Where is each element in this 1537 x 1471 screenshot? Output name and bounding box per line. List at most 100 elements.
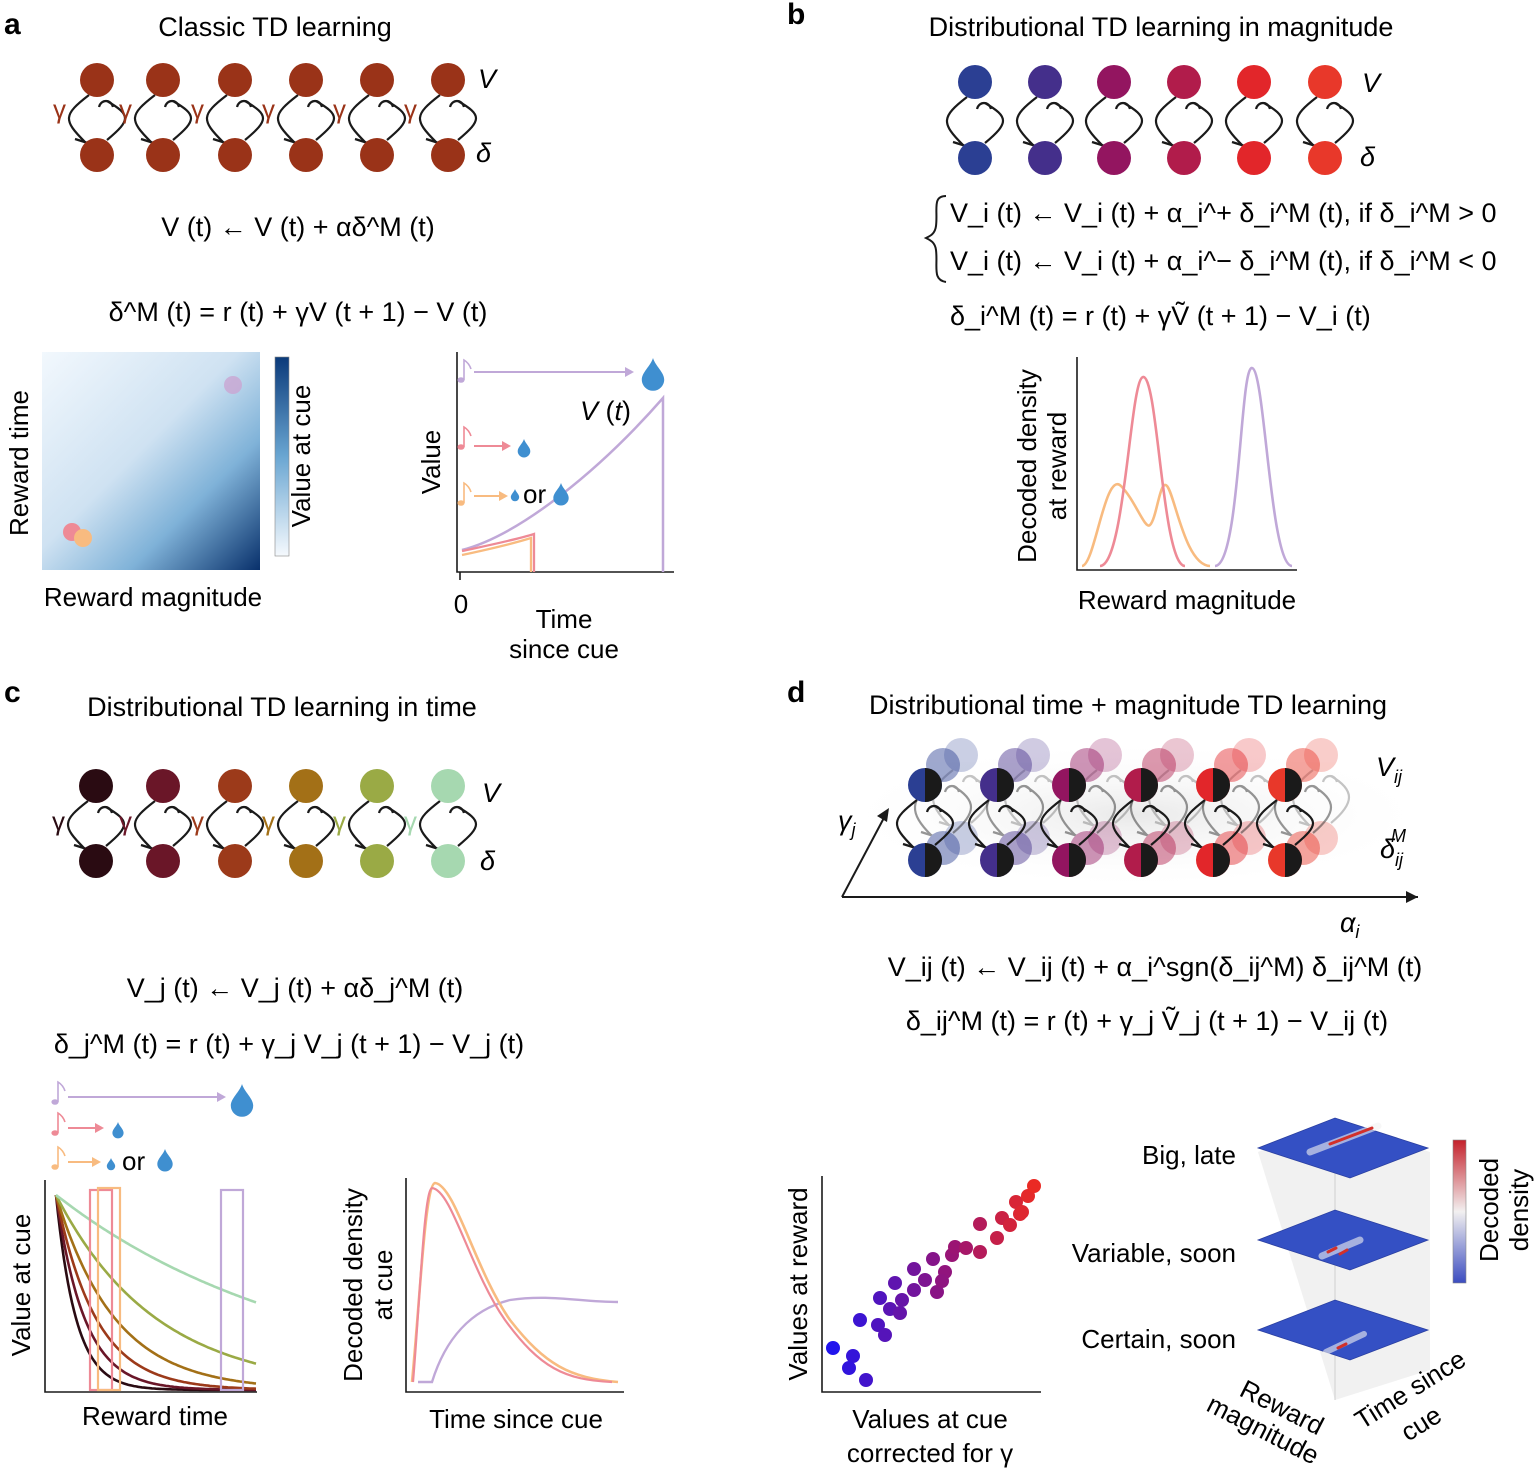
front-node-chain [895,768,1314,877]
error-node [431,138,465,172]
connection-up [315,806,335,847]
value-node [944,738,978,772]
connection-down [1111,799,1134,848]
scatter-xlabel-1: Values at cue [852,1404,1008,1434]
scatter-point [895,1293,909,1307]
value-curve-variable [461,536,533,572]
connection-up [457,806,477,847]
music-note-stem [463,481,472,503]
connection-up [172,806,192,847]
half-node-shade [1069,768,1086,802]
value-plot-axes [456,352,674,573]
stack-plane [1256,1299,1430,1361]
scatter-point [973,1217,987,1231]
synapse-bottom [1136,830,1154,839]
panel-c-density-ylabel-1: Decoded density [338,1188,368,1382]
panel-b-node-pair [1154,65,1213,175]
error-node [360,844,394,878]
connection-down [1183,799,1206,848]
synapse-top [1015,784,1033,793]
scatter-point [1003,1218,1017,1232]
connection-up [386,100,406,141]
panel-d-grid-diagram: γj αi Vij δijM [835,738,1435,942]
decay-curve [54,1194,257,1365]
panel-c-node-bottom-label: δ [480,846,496,876]
density-curve-variable [1081,482,1211,568]
synapse-top [925,804,943,813]
scatter-point [959,1241,973,1255]
panel-c-title: Distributional TD learning in time [87,692,477,722]
scatter-point [1015,1205,1029,1219]
connection-up [244,806,264,847]
synapse-top [1249,774,1267,783]
cue-arrow-head [217,1092,226,1102]
density-peak [1328,1126,1374,1146]
music-note-stem [57,1111,66,1133]
gamma-label: γ [119,806,132,836]
connection-down [276,94,299,143]
gamma-label: γ [53,94,66,124]
panel-d-node-pair [1039,768,1098,877]
connection-down [205,94,228,143]
panel-a-node-pair [418,63,477,172]
gamma-label: γ [119,94,132,124]
gamma-axis-arrow [877,808,889,822]
half-node-shade [1141,768,1158,802]
panel-c-cue-legend [51,1080,254,1172]
connection-down [1255,799,1278,848]
panel-b-node-pair [1084,65,1143,175]
connection-down [1154,96,1177,146]
value-node [360,63,394,97]
connection-down [1295,96,1318,146]
value-node [80,63,114,97]
synapse-top [1321,774,1339,783]
synapse-top [961,774,979,783]
connection-up [1054,102,1074,144]
synapse-top [1159,784,1177,793]
error-node [1097,141,1131,175]
scatter-point [907,1283,921,1297]
panel-a-heatmap: Value at cue Reward time Reward magnitud… [4,352,316,612]
music-note-stem [57,1145,66,1167]
heatmap-ylabel: Reward time [4,390,34,536]
value-node [1028,65,1062,99]
density-plane [1256,1209,1430,1271]
value-node [1304,738,1338,772]
value-node [1097,65,1131,99]
gamma-label: γ [262,94,275,124]
panel-c-density-plot: Decoded density at cue Time since cue [338,1178,624,1434]
synapse-top [306,99,324,108]
scatter-point [990,1231,1004,1245]
value-node [1160,738,1194,772]
heatmap-colorbar-label: Value at cue [286,385,316,528]
panel-c-or-text: or [122,1146,145,1176]
value-node [431,63,465,97]
panel-a-node-pair [205,63,264,172]
panel-c-density-late [418,1296,619,1384]
panel-b-node-bottom-label: δ [1360,142,1376,172]
connection-up [244,100,264,141]
gamma-label: γ [262,806,275,836]
gamma-label: γ [191,806,204,836]
density-peak [1326,1246,1338,1254]
scatter-point [918,1273,932,1287]
scatter-point [842,1361,856,1375]
water-drop-tiny-icon [510,489,520,502]
panel-d-node-pair [1183,768,1242,877]
scatter-xlabel-2: corrected for γ [847,1438,1013,1468]
stack-colorbar [1452,1139,1467,1284]
value-node [958,65,992,99]
cue-arrow-head [499,491,508,501]
panel-b-node-pair [1295,65,1354,175]
connection-down [66,800,89,849]
density-peak [1338,1248,1349,1256]
error-node [146,138,180,172]
error-node [1167,141,1201,175]
panel-c-node-top-label: V [482,778,503,808]
synapse-top [1105,774,1123,783]
cue-arrow-head [92,1157,101,1167]
connection-down [347,800,370,849]
density-curve-big [1214,366,1293,568]
synapse-top [448,805,466,814]
